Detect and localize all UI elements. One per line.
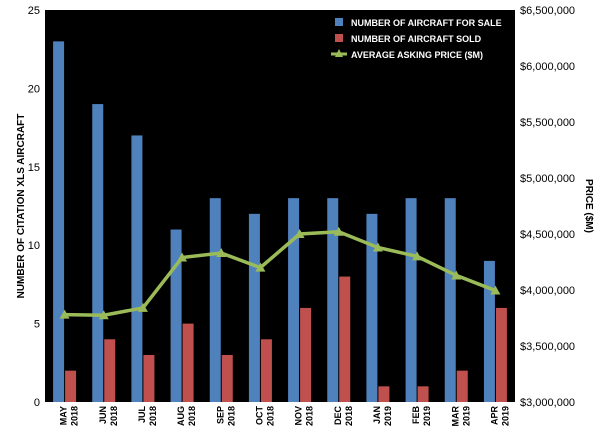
right-tick-label: $6,000,000 [520,61,575,73]
legend-label: NUMBER OF AIRCRAFT FOR SALE [351,18,502,28]
bar-for-sale [405,198,417,402]
bar-for-sale [170,229,182,402]
bar-for-sale [131,135,143,402]
x-tick-label: SEP2018 [215,406,236,426]
left-tick-label: 25 [28,5,40,17]
right-axis-ticks: $3,000,000 $3,500,000 $4,000,000 $4,500,000… [520,5,575,409]
x-tick-label: JUN2018 [98,406,119,426]
bar-sold [104,339,116,402]
bar-sold [143,354,155,402]
price-point [294,229,305,238]
x-tick-label: MAY2018 [59,406,80,426]
plot-area [45,10,515,402]
bar-sold [339,276,351,402]
price-point [255,262,266,272]
left-axis-ticks: 0 5 10 15 20 25 [28,5,40,409]
bar-sold [182,323,194,402]
legend-label: AVERAGE ASKING PRICE ($M) [351,50,483,60]
bar-for-sale [92,104,104,402]
price-point [412,251,423,261]
legend: NUMBER OF AIRCRAFT FOR SALE NUMBER OF AIR… [328,13,506,65]
price-point [372,242,383,252]
right-tick-label: $3,000,000 [520,397,575,409]
price-point [59,309,70,319]
line-layer [59,226,501,320]
legend-swatch [335,34,343,42]
x-tick-label: JAN2019 [372,406,393,426]
bars-layer [53,41,507,403]
x-axis-ticks: MAY2018 JUN2018 JUL2018 AUG2018 SEP2018 OCT20… [59,405,511,426]
bar-for-sale [366,213,378,402]
legend-box [328,13,506,65]
bar-sold [65,370,77,402]
left-tick-label: 0 [34,397,40,409]
price-point [333,226,344,236]
left-tick-label: 10 [28,240,40,252]
price-point [98,310,109,320]
right-tick-label: $4,500,000 [520,229,575,241]
left-axis-title: NUMBER OF CITATION XLS AIRCRAFT [16,114,27,299]
right-tick-label: $5,500,000 [520,117,575,129]
left-tick-label: 5 [34,319,40,331]
bar-for-sale [209,198,221,402]
price-point [177,252,188,262]
bar-sold [300,307,312,402]
bar-for-sale [53,41,65,403]
legend-label: NUMBER OF AIRCRAFT SOLD [351,34,482,44]
bar-sold [221,354,233,402]
right-tick-label: $3,500,000 [520,341,575,353]
bar-sold [495,307,507,402]
bar-sold [260,339,272,402]
x-tick-label: AUG2018 [176,406,197,426]
x-tick-label: MAR2019 [450,406,471,427]
price-point [490,285,501,295]
bar-for-sale [327,198,339,402]
x-tick-label: NOV2018 [294,406,315,426]
x-tick-label: JUL2018 [137,406,158,427]
right-tick-label: $5,000,000 [520,173,575,185]
right-tick-label: $6,500,000 [520,5,575,17]
price-point [451,270,462,280]
bar-sold [456,370,468,402]
right-tick-label: $4,000,000 [520,285,575,297]
x-tick-label: FEB2019 [411,405,432,426]
bar-for-sale [483,260,495,402]
bar-sold [417,386,429,402]
right-axis-title: PRICE ($M) [583,179,594,233]
price-point [216,248,227,258]
legend-swatch [335,18,343,26]
bar-sold [378,386,390,402]
line-average-price [64,229,497,317]
bar-for-sale [444,198,456,402]
x-tick-label: DEC2018 [333,406,354,427]
x-tick-label: OCT2018 [254,406,275,427]
price-point [137,302,148,312]
legend-marker [335,49,343,57]
left-tick-label: 20 [28,83,40,95]
bar-for-sale [288,198,300,402]
bar-for-sale [248,213,260,402]
x-tick-label: APR2019 [489,406,510,427]
left-tick-label: 15 [28,162,40,174]
